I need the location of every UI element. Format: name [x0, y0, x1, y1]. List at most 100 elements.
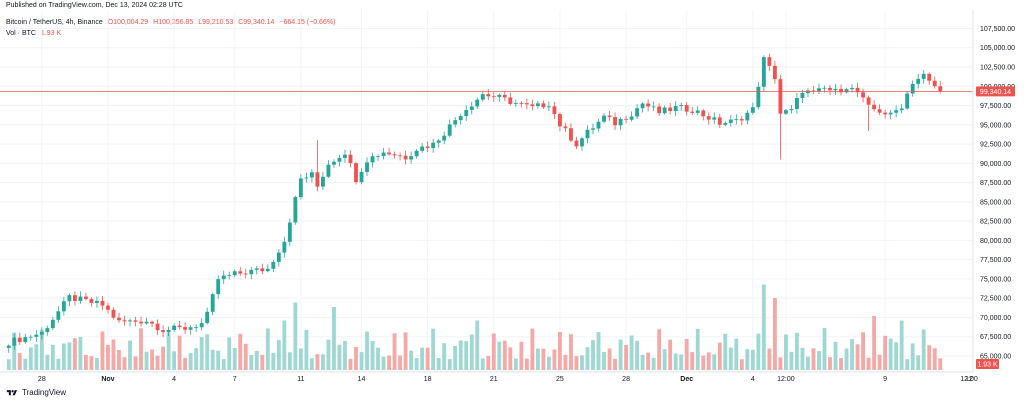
- volume-bar: [668, 339, 673, 370]
- volume-bar: [243, 343, 248, 370]
- candle-body: [403, 155, 408, 160]
- candle-body: [50, 319, 55, 329]
- candle-body: [309, 172, 314, 178]
- volume-bar: [271, 352, 276, 370]
- price-tick-label: 107,500.00: [980, 26, 1015, 33]
- candle-body: [828, 87, 832, 91]
- volume-bar: [883, 335, 888, 370]
- time-tick-label: 7: [233, 376, 237, 383]
- volume-row: Vol · BTC 1.93 K: [6, 28, 335, 39]
- volume-bar: [602, 351, 606, 370]
- candle-body: [320, 176, 325, 187]
- volume-bar: [12, 332, 17, 370]
- tradingview-logo-icon: [6, 389, 17, 395]
- volume-bar: [580, 355, 584, 370]
- candle-body: [932, 80, 937, 87]
- volume-bar: [673, 353, 678, 370]
- candle-body: [602, 115, 606, 122]
- candle-body: [927, 73, 932, 81]
- volume-bar: [783, 334, 788, 370]
- volume-bar: [613, 358, 617, 370]
- candle-body: [635, 108, 640, 117]
- volume-bar: [282, 320, 287, 370]
- volume-bar: [795, 332, 799, 370]
- volume-bar: [855, 344, 860, 370]
- candle-body: [89, 299, 94, 303]
- volume-bar: [254, 350, 259, 370]
- candle-body: [910, 83, 915, 94]
- candle-body: [227, 275, 232, 276]
- close-value: C99,340.14: [238, 19, 275, 26]
- volume-bar: [563, 354, 568, 370]
- volume-bar: [690, 352, 695, 370]
- volume-bar: [513, 358, 518, 370]
- candle-body: [221, 275, 226, 280]
- volume-bar: [497, 341, 502, 370]
- volume-value-label-text: 1.93 K: [977, 362, 998, 369]
- candle-body: [921, 73, 926, 79]
- candle-body: [359, 171, 364, 183]
- symbol-label[interactable]: Bitcoin / TetherUS, 4h, Binance: [6, 19, 103, 26]
- candle-body: [271, 261, 276, 269]
- volume-value: 1.93 K: [40, 30, 62, 37]
- candle-body: [326, 164, 331, 177]
- candle-body: [337, 157, 342, 162]
- footer-brand[interactable]: TradingView: [6, 388, 66, 397]
- candle-body: [194, 327, 199, 329]
- candle-body: [475, 99, 480, 107]
- candle-body: [381, 152, 386, 157]
- volume-bar: [651, 357, 656, 370]
- volume-bar: [122, 357, 127, 370]
- volume-bar: [447, 359, 452, 370]
- volume-bar: [298, 348, 303, 370]
- candle-body: [238, 271, 243, 274]
- candle-body: [210, 294, 215, 312]
- low-value: L99,210.53: [198, 19, 234, 26]
- candle-body: [133, 320, 138, 322]
- chart-legend: Bitcoin / TetherUS, 4h, Binance O100,004…: [6, 17, 335, 39]
- candle-body: [387, 152, 391, 155]
- volume-bar: [106, 344, 110, 370]
- candle-body: [117, 317, 121, 321]
- time-tick-label: 9: [883, 376, 887, 383]
- candle-body: [767, 57, 772, 66]
- candle-body: [756, 86, 761, 108]
- candle-body: [61, 301, 66, 312]
- candle-body: [254, 268, 259, 270]
- candle-body: [232, 271, 237, 276]
- candle-body: [855, 87, 860, 93]
- volume-bar: [232, 347, 237, 370]
- candle-body: [563, 126, 568, 129]
- volume-bar: [530, 328, 535, 370]
- candle-body: [293, 197, 298, 223]
- candle-body: [817, 88, 821, 92]
- volume-label[interactable]: Vol · BTC: [6, 30, 36, 37]
- volume-bar: [574, 356, 579, 370]
- volume-bar: [591, 340, 595, 370]
- volume-bar: [392, 333, 397, 370]
- volume-bar: [370, 340, 375, 370]
- time-tick-label: 12: [965, 376, 973, 383]
- volume-bar: [624, 344, 629, 370]
- candle-body: [640, 103, 645, 109]
- volume-bar: [828, 357, 832, 370]
- candle-body: [106, 305, 110, 310]
- candle-body: [772, 65, 777, 80]
- volume-bar: [905, 359, 910, 370]
- volume-bar: [381, 356, 386, 370]
- candle-body: [39, 331, 44, 335]
- candle-body: [899, 108, 904, 111]
- candle-body: [778, 79, 783, 114]
- candle-body: [574, 140, 579, 147]
- volume-bar: [387, 355, 391, 370]
- candle-body: [734, 119, 739, 120]
- volume-bar: [728, 347, 733, 370]
- volume-bar: [861, 332, 866, 370]
- volume-bar: [475, 320, 480, 370]
- candle-body: [436, 140, 441, 143]
- volume-bar: [569, 334, 573, 370]
- volume-bar: [320, 354, 325, 370]
- volume-bar: [932, 348, 937, 370]
